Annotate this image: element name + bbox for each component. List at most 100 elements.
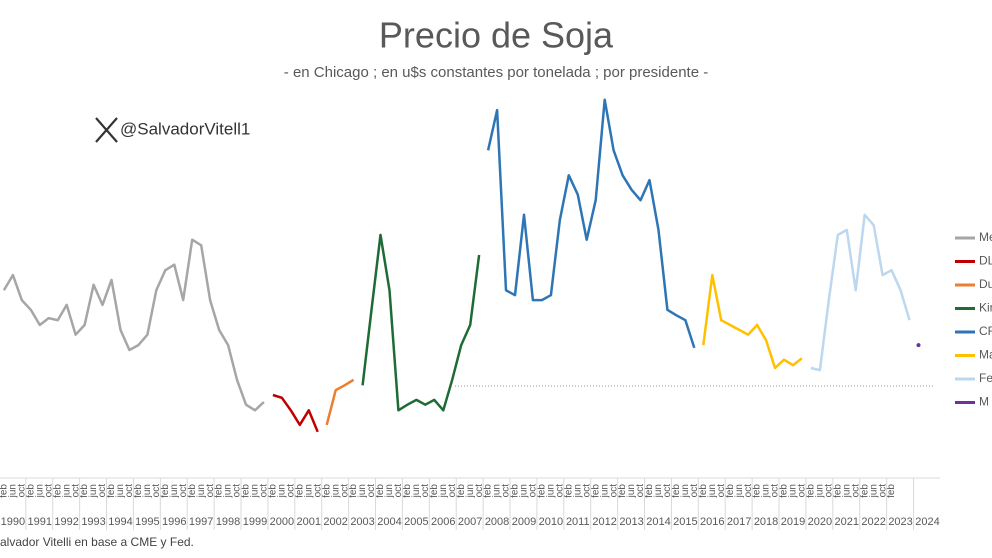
x-tick-label: oct — [581, 484, 592, 498]
x-tick-label: feb — [160, 484, 171, 498]
x-tick-label: oct — [474, 484, 485, 498]
year-label: 2024 — [915, 516, 939, 528]
x-tick-label: feb — [214, 484, 225, 498]
x-tick-label: feb — [483, 484, 494, 498]
year-label: 2002 — [323, 516, 347, 528]
series-line — [2, 238, 265, 412]
year-label: 1992 — [54, 516, 78, 528]
x-tick-label: oct — [16, 484, 27, 498]
year-label: 1991 — [28, 516, 52, 528]
x-tick-label: jun — [841, 484, 852, 498]
x-tick-label: oct — [43, 484, 54, 498]
x-tick-label: feb — [268, 484, 279, 498]
x-tick-label: jun — [223, 484, 234, 498]
x-tick-label: feb — [510, 484, 521, 498]
x-tick-label: jun — [572, 484, 583, 498]
x-tick-label: oct — [770, 484, 781, 498]
year-label: 1997 — [189, 516, 213, 528]
year-label: 1995 — [135, 516, 159, 528]
legend-label: Fe — [979, 371, 992, 385]
x-tick-label: feb — [886, 484, 897, 498]
chart-subtitle: - en Chicago ; en u$s constantes por ton… — [284, 64, 708, 81]
year-label: 1994 — [108, 516, 132, 528]
x-tick-label: feb — [617, 484, 628, 498]
x-tick-label: jun — [142, 484, 153, 498]
x-tick-label: jun — [707, 484, 718, 498]
x-tick-label: feb — [79, 484, 90, 498]
x-tick-label: jun — [465, 484, 476, 498]
x-tick-label: feb — [779, 484, 790, 498]
chart-title: Precio de Soja — [379, 15, 614, 56]
year-label: 2015 — [673, 516, 697, 528]
x-tick-label: oct — [420, 484, 431, 498]
legend-label: Du — [979, 277, 992, 291]
x-tick-label: feb — [456, 484, 467, 498]
x-tick-label: oct — [339, 484, 350, 498]
x-tick-label: oct — [178, 484, 189, 498]
x-tick-label: jun — [734, 484, 745, 498]
x-tick-label: oct — [716, 484, 727, 498]
year-label: 2005 — [404, 516, 428, 528]
x-tick-label: jun — [384, 484, 395, 498]
year-label: 2001 — [297, 516, 321, 528]
x-tick-label: jun — [115, 484, 126, 498]
x-tick-label: oct — [151, 484, 162, 498]
series-line — [361, 233, 481, 412]
year-label: 2006 — [431, 516, 455, 528]
x-tick-label: jun — [277, 484, 288, 498]
x-tick-label: feb — [133, 484, 144, 498]
x-tick-label: feb — [241, 484, 252, 498]
year-label: 2009 — [512, 516, 536, 528]
x-tick-label: oct — [554, 484, 565, 498]
x-tick-label: oct — [501, 484, 512, 498]
x-tick-label: oct — [877, 484, 888, 498]
x-tick-label: feb — [590, 484, 601, 498]
year-label: 2019 — [781, 516, 805, 528]
x-tick-label: jun — [438, 484, 449, 498]
year-label: 2017 — [727, 516, 751, 528]
source: alvador Vitelli en base a CME y Fed. — [0, 535, 194, 549]
x-tick-label: oct — [635, 484, 646, 498]
year-label: 1999 — [243, 516, 267, 528]
year-label: 2007 — [458, 516, 482, 528]
handle: @SalvadorVitell1 — [120, 119, 250, 138]
x-tick-label: feb — [644, 484, 655, 498]
series-line — [272, 393, 319, 433]
x-tick-label: jun — [492, 484, 503, 498]
x-tick-label: jun — [169, 484, 180, 498]
x-tick-label: feb — [752, 484, 763, 498]
year-label: 2020 — [808, 516, 832, 528]
x-tick-label: oct — [743, 484, 754, 498]
x-logo — [95, 117, 118, 143]
year-label: 2008 — [485, 516, 509, 528]
x-tick-label: jun — [788, 484, 799, 498]
legend-label: M — [979, 395, 989, 409]
x-tick-label: oct — [797, 484, 808, 498]
x-tick-label: feb — [187, 484, 198, 498]
x-tick-label: oct — [662, 484, 673, 498]
x-tick-label: oct — [124, 484, 135, 498]
x-tick-label: jun — [330, 484, 341, 498]
year-label: 2018 — [754, 516, 778, 528]
x-tick-label: feb — [563, 484, 574, 498]
year-label: 1993 — [81, 516, 105, 528]
legend-label: Ma — [979, 348, 992, 362]
x-tick-label: feb — [402, 484, 413, 498]
x-tick-label: oct — [689, 484, 700, 498]
x-tick-label: feb — [698, 484, 709, 498]
year-label: 2010 — [539, 516, 563, 528]
year-label: 2023 — [888, 516, 912, 528]
year-label: 2003 — [350, 516, 374, 528]
x-tick-label: oct — [70, 484, 81, 498]
x-tick-label: jun — [34, 484, 45, 498]
x-tick-label: jun — [411, 484, 422, 498]
x-tick-label: oct — [447, 484, 458, 498]
x-tick-label: oct — [232, 484, 243, 498]
year-label: 2022 — [861, 516, 885, 528]
x-tick-label: feb — [375, 484, 386, 498]
x-tick-label: feb — [806, 484, 817, 498]
legend-label: CF — [979, 324, 992, 338]
year-label: 1996 — [162, 516, 186, 528]
